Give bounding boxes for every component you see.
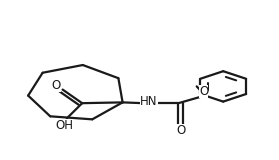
Text: O: O [52, 79, 61, 92]
Text: OH: OH [55, 119, 73, 132]
Text: O: O [199, 85, 208, 98]
Text: O: O [176, 124, 185, 136]
Text: HN: HN [140, 95, 158, 108]
